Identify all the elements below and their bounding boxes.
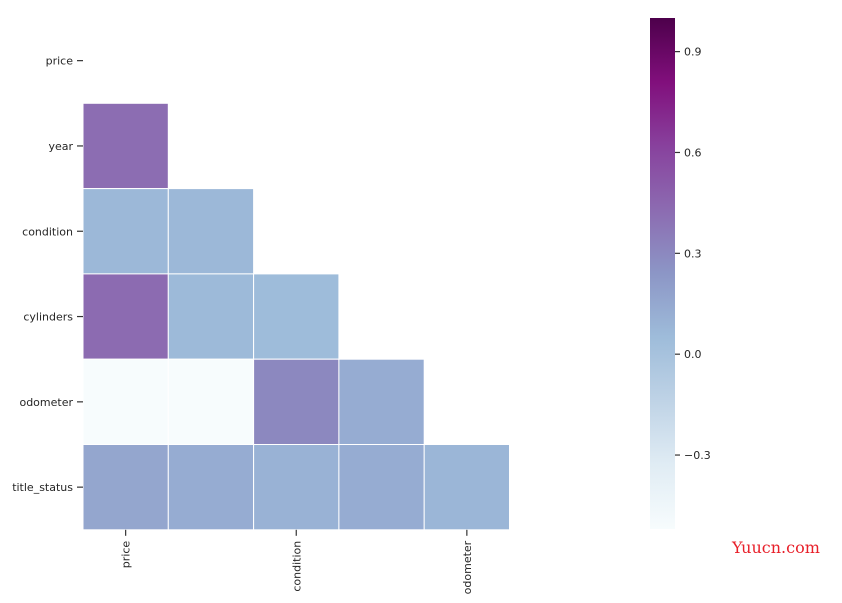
x-tick-label: price [120, 541, 133, 569]
y-tick-label: condition [22, 225, 73, 238]
colorbar-tick-label: 0.3 [684, 247, 702, 260]
colorbar-tick-label: 0.6 [684, 146, 702, 159]
heatmap-cell-odometer-price [82, 358, 169, 446]
colorbar-tick-label: −0.3 [684, 449, 711, 462]
colorbar-tick-label: 0.0 [684, 348, 702, 361]
heatmap-cell-cylinders-condition [253, 273, 340, 360]
x-tick-label: condition [290, 541, 303, 592]
heatmap-cells [82, 102, 511, 531]
heatmap-cell-title_status-year [167, 444, 255, 531]
heatmap-cell-title_status-condition [253, 444, 340, 531]
heatmap-cell-odometer-year [167, 358, 255, 446]
heatmap-cell-year-price [82, 102, 169, 190]
heatmap-cell-cylinders-price [82, 273, 169, 360]
y-tick-label: odometer [19, 396, 73, 409]
heatmap-cell-title_status-odometer [423, 444, 511, 531]
y-axis-ticks: price year condition cylinders odometer title… [12, 55, 83, 494]
watermark: Yuucn.com [732, 538, 820, 557]
y-tick-label: price [46, 55, 74, 68]
heatmap-cell-odometer-condition [253, 358, 340, 446]
heatmap-cell-condition-year [167, 188, 255, 275]
x-axis-ticks: price condition odometer [120, 529, 474, 594]
heatmap-cell-title_status-price [82, 444, 169, 531]
heatmap-cell-cylinders-year [167, 273, 255, 360]
colorbar-tick-label: 0.9 [684, 46, 702, 59]
y-tick-label: year [48, 140, 73, 153]
colorbar [650, 18, 675, 529]
heatmap-cell-odometer-cylinders [338, 358, 425, 446]
heatmap-cell-title_status-cylinders [338, 444, 425, 531]
y-tick-label: cylinders [23, 311, 73, 324]
x-tick-label: odometer [461, 540, 474, 594]
y-tick-label: title_status [12, 481, 73, 494]
heatmap-cell-condition-price [82, 188, 169, 275]
colorbar-ticks: −0.3 0.0 0.3 0.6 0.9 [675, 46, 711, 462]
